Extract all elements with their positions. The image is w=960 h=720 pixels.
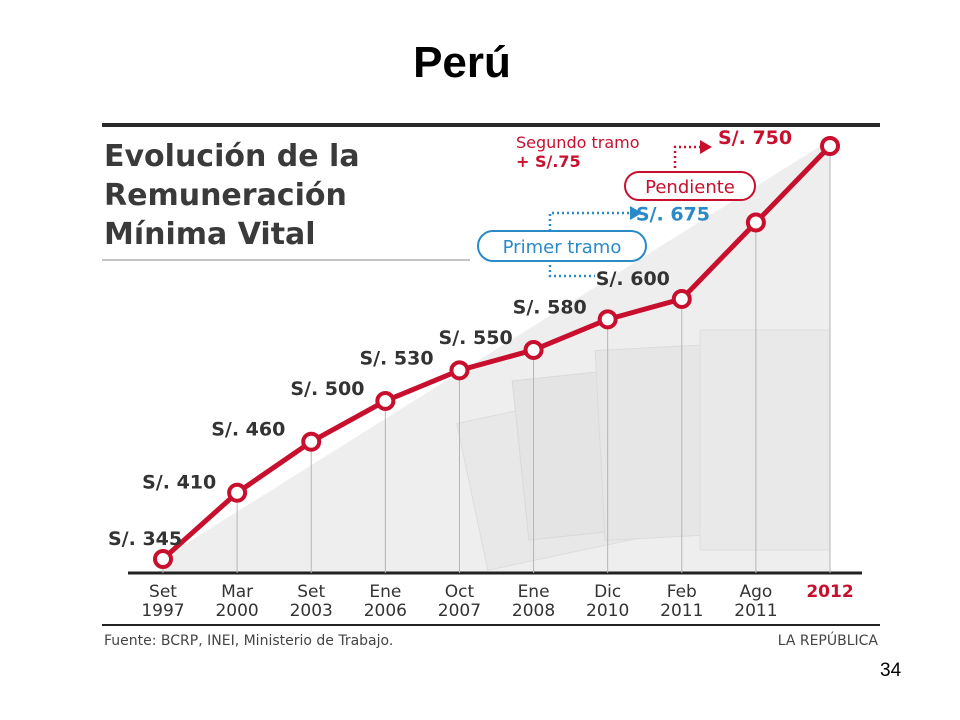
- pending-pill: [624, 171, 756, 201]
- banknote-background: [456, 329, 831, 571]
- data-point-6: [523, 339, 544, 360]
- x-tick-label-2-year: 2000: [215, 601, 258, 621]
- marker-group: [153, 136, 840, 569]
- data-point-10: [820, 136, 840, 156]
- data-point-8: [671, 288, 692, 309]
- second-tranche-callout: Pendiente Segundo tramo + S/.75: [516, 133, 756, 201]
- x-tick-label-6-month: Ene: [518, 582, 550, 602]
- x-tick-label-9-month: Ago: [739, 582, 772, 602]
- second-tranche-label-line-2: + S/.75: [516, 152, 581, 171]
- data-label-1: S/. 345: [108, 528, 182, 550]
- x-tick-label-3-year: 2003: [290, 601, 333, 621]
- x-tick-label-1-year: 1997: [141, 601, 184, 621]
- data-label-7: S/. 580: [513, 296, 587, 318]
- data-point-1: [153, 549, 173, 569]
- x-tick-label-group: Set1997Mar2000Set2003Ene2006Oct2007Ene20…: [141, 582, 853, 621]
- x-tick-label-10: 2012: [806, 582, 853, 602]
- data-label-4: S/. 500: [290, 378, 364, 400]
- data-point-7: [597, 309, 618, 330]
- page-number: 34: [880, 660, 902, 681]
- x-tick-label-5-year: 2007: [438, 601, 481, 621]
- gridlines: [162, 146, 831, 573]
- data-point-9: [745, 212, 766, 233]
- first-tranche-pill: [477, 230, 647, 262]
- x-tick-label-4-month: Ene: [369, 582, 401, 602]
- x-tick-label-5-month: Oct: [445, 582, 475, 602]
- chart-title-line-1: Evolución de la: [104, 139, 360, 174]
- x-tick-label-4-year: 2006: [364, 601, 407, 621]
- second-tranche-label-line-1: Segundo tramo: [516, 133, 640, 152]
- second-tranche-connector: [673, 145, 700, 168]
- first-tranche-arrowhead: [630, 206, 642, 220]
- data-point-4: [375, 390, 396, 411]
- data-label-8: S/. 600: [596, 268, 670, 290]
- x-tick-label-6-year: 2008: [512, 601, 555, 621]
- slide-title: Perú: [413, 38, 511, 87]
- publisher-credit: LA REPÚBLICA: [778, 631, 879, 649]
- chart-title-line-2: Remuneración: [104, 178, 347, 213]
- x-tick-label-7-year: 2010: [586, 601, 629, 621]
- x-tick-label-1-month: Set: [149, 582, 177, 602]
- x-tick-label-9-year: 2011: [734, 601, 777, 621]
- data-label-9: S/. 675: [636, 203, 710, 225]
- x-tick-label-2-month: Mar: [221, 582, 253, 602]
- x-tick-label-8-year: 2011: [660, 601, 703, 621]
- series-line-group: [161, 144, 832, 561]
- data-label-2: S/. 410: [142, 472, 216, 494]
- first-tranche-callout: Primer tramo: [477, 206, 647, 278]
- x-tick-label-3-month: Set: [297, 582, 325, 602]
- data-label-5: S/. 530: [359, 347, 433, 369]
- pending-label: Pendiente: [645, 177, 735, 198]
- x-tick-label-8-month: Feb: [667, 582, 697, 602]
- data-point-5: [449, 360, 470, 381]
- first-tranche-connector: [548, 250, 595, 278]
- source-note: Fuente: BCRP, INEI, Ministerio de Trabaj…: [104, 633, 393, 649]
- second-tranche-arrowhead: [700, 140, 712, 154]
- first-tranche-arrow-line: [548, 211, 630, 236]
- chart-title-line-3: Mínima Vital: [104, 217, 316, 252]
- series-line: [161, 144, 832, 561]
- data-point-3: [301, 431, 322, 452]
- x-tick-label-7-month: Dic: [594, 582, 621, 602]
- data-point-2: [227, 482, 248, 503]
- data-label-6: S/. 550: [439, 327, 513, 349]
- data-label-10: S/. 750: [718, 127, 792, 149]
- data-label-3: S/. 460: [211, 419, 285, 441]
- first-tranche-label: Primer tramo: [503, 237, 622, 258]
